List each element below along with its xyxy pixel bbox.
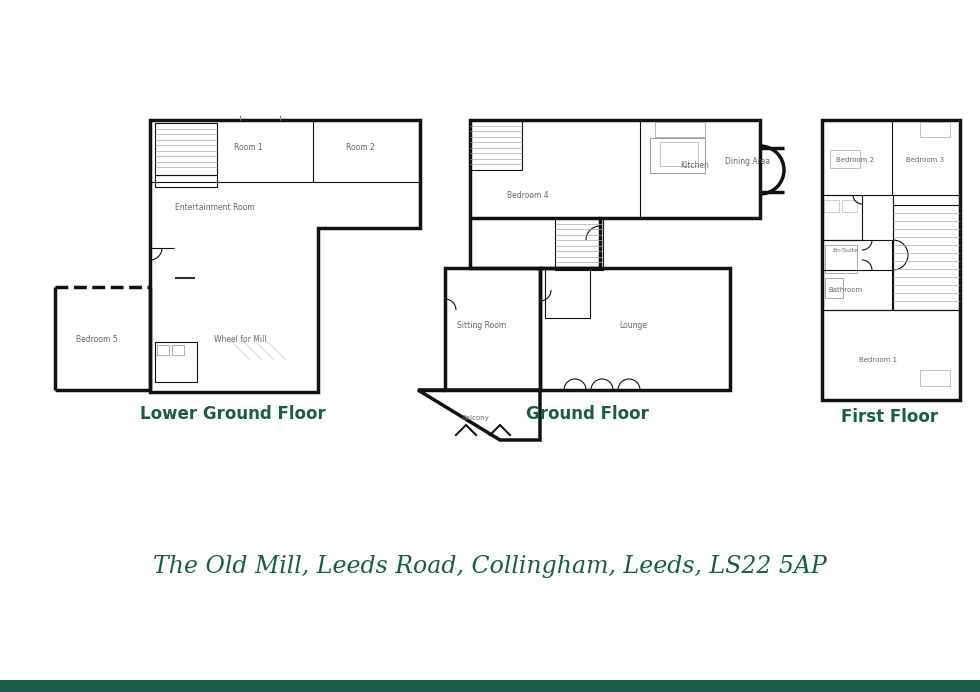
Text: En-Suite: En-Suite (832, 248, 858, 253)
Text: Ground Floor: Ground Floor (525, 405, 649, 423)
Text: The Old Mill, Leeds Road, Collingham, Leeds, LS22 5AP: The Old Mill, Leeds Road, Collingham, Le… (153, 556, 827, 579)
Text: Bedroom 3: Bedroom 3 (906, 157, 944, 163)
Text: Bedroom 5: Bedroom 5 (76, 336, 118, 345)
Text: Room 1: Room 1 (233, 143, 263, 152)
Text: Dining Area: Dining Area (725, 158, 770, 167)
Bar (920, 370, 950, 386)
Text: Room 2: Room 2 (346, 143, 374, 152)
Text: Bedroom 2: Bedroom 2 (836, 157, 874, 163)
Bar (155, 342, 197, 382)
Text: Kitchen: Kitchen (680, 161, 710, 170)
Text: Lower Ground Floor: Lower Ground Floor (140, 405, 326, 423)
Bar (650, 138, 705, 173)
Text: Balcony: Balcony (462, 415, 489, 421)
Text: Bathroom: Bathroom (828, 287, 862, 293)
Bar (172, 345, 184, 355)
Bar (157, 345, 169, 355)
Bar (893, 205, 960, 310)
Text: Wheel for Mill: Wheel for Mill (214, 336, 267, 345)
Bar (822, 195, 862, 240)
Bar (830, 150, 860, 168)
Bar (0, 680, 980, 692)
Bar (545, 268, 590, 318)
Bar (825, 245, 857, 273)
Text: Bedroom 1: Bedroom 1 (858, 357, 897, 363)
Bar (155, 123, 217, 175)
Text: Sitting Room: Sitting Room (458, 320, 507, 329)
Text: Entertainment Room: Entertainment Room (175, 203, 255, 212)
Bar (470, 120, 522, 170)
Bar (842, 200, 857, 212)
Bar (825, 278, 843, 298)
Text: Lounge: Lounge (619, 320, 647, 329)
Bar (920, 122, 950, 137)
Bar (822, 240, 892, 310)
Bar (660, 142, 698, 166)
Bar (655, 122, 705, 137)
Bar (824, 200, 839, 212)
Bar (555, 218, 603, 270)
Bar (155, 175, 217, 187)
Text: Bedroom 4: Bedroom 4 (508, 190, 549, 199)
Text: First Floor: First Floor (842, 408, 939, 426)
